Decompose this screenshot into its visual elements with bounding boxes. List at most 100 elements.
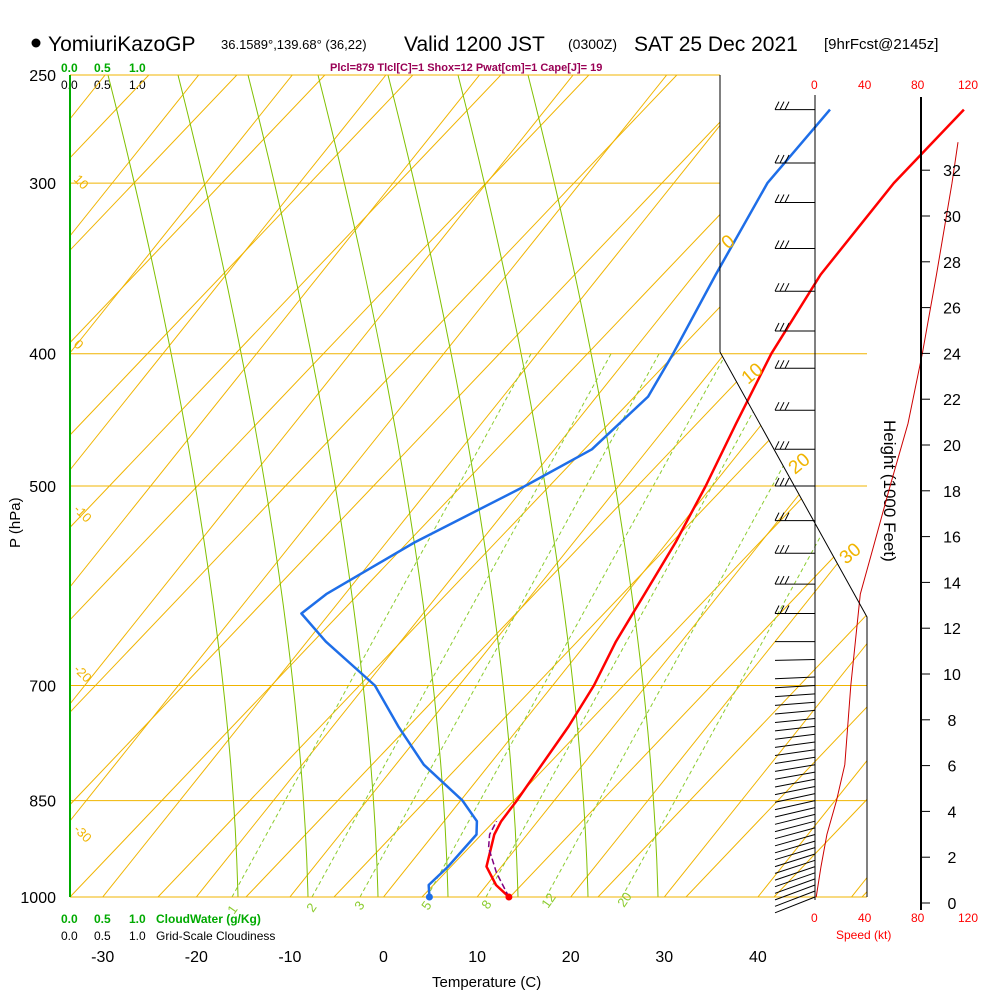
wind-barb-20: [775, 710, 815, 714]
wind-barb-flag: [775, 441, 779, 449]
wind-barb-flag: [785, 195, 789, 203]
height-tick-12: 12: [943, 621, 961, 638]
cloudiness-tick-bottom-2: 1.0: [129, 929, 146, 943]
height-tick-28: 28: [943, 255, 961, 272]
wind-barb-staff: [775, 702, 815, 705]
pressure-tick-1000: 1000: [20, 890, 56, 907]
wind-barb-flag: [780, 545, 784, 553]
wind-barb-29: [775, 779, 815, 787]
station-coords: 36.1589°,139.68° (36,22): [221, 37, 367, 52]
speed-tick-bottom-2: 80: [911, 911, 925, 925]
wind-barb-staff: [775, 885, 815, 900]
dry-adiabat--1: [0, 0, 1000, 897]
wind-barb-staff: [775, 742, 815, 747]
wind-barb-flag: [785, 241, 789, 249]
parcel-line: [489, 821, 509, 897]
wind-barb-44: [775, 879, 815, 893]
mixing-ratio-line-1: [312, 352, 612, 897]
wind-barb-staff: [775, 891, 815, 906]
height-tick-0: 0: [948, 896, 957, 913]
isotherm--110: [0, 75, 12, 897]
wind-barb-3: [775, 241, 815, 249]
wind-barb-flag: [785, 576, 789, 584]
wind-barb-flag: [775, 513, 779, 521]
wind-barb-4: [775, 283, 815, 291]
wind-barb-24: [775, 742, 815, 747]
dry-adiabat--5: [0, 0, 860, 897]
wind-barb-45: [775, 885, 815, 900]
wind-barb-21: [775, 719, 815, 723]
wind-barb-flag: [780, 102, 784, 110]
wind-barb-flag: [780, 360, 784, 368]
height-tick-14: 14: [943, 575, 961, 592]
wind-barb-staff: [775, 801, 815, 810]
mixing-ratio-label-2: 3: [351, 898, 367, 913]
wind-barb-11: [775, 545, 815, 553]
dry-adiabat--3: [0, 0, 1000, 897]
pressure-tick-700: 700: [29, 679, 56, 696]
dry-adiabat-4: [422, 0, 1000, 897]
wind-barb-flag: [780, 402, 784, 410]
surface-temperature-marker: [505, 894, 512, 901]
cloudwater-tick-top-0: 0.0: [61, 61, 78, 75]
cloudwater-tick-bottom-0: 0.0: [61, 912, 78, 926]
height-tick-20: 20: [943, 438, 961, 455]
wind-barb-18: [775, 694, 815, 697]
wind-barb-15: [775, 660, 815, 661]
height-tick-16: 16: [943, 530, 961, 547]
wind-barb-flag: [780, 323, 784, 331]
wind-barb-flag: [780, 241, 784, 249]
wind-barb-2: [775, 195, 815, 203]
temp-tick-30: 30: [655, 949, 673, 966]
wind-barb-46: [775, 891, 815, 906]
cloudiness-tick-bottom-0: 0.0: [61, 929, 78, 943]
legends: 0.0 0.5 1.0 0.0 0.5 1.0 0.0 0.5 1.0 Clou…: [61, 61, 978, 943]
wind-barb-flag: [780, 155, 784, 163]
dry-adiabat--14: [0, 0, 68, 897]
mixing-ratio-label-6: 20: [614, 889, 635, 909]
wind-barb-staff: [775, 710, 815, 714]
wind-barb-staff: [775, 660, 815, 661]
wind-barb-flag: [775, 360, 779, 368]
temp-tick-10: 10: [468, 949, 486, 966]
dry-adiabat-label-4: -30: [71, 822, 95, 846]
speed-tick-top-2: 80: [911, 78, 925, 92]
wind-barb-flag: [775, 323, 779, 331]
wind-barb-flag: [785, 478, 789, 486]
mixing-ratio-label-3: 5: [418, 898, 434, 913]
cloudwater-tick-bottom-1: 0.5: [94, 912, 111, 926]
header: YomiuriKazoGP 36.1589°,139.68° (36,22) V…: [32, 33, 939, 74]
wind-barb-staff: [775, 772, 815, 779]
wind-barb-30: [775, 787, 815, 795]
wind-barb-13: [775, 606, 815, 614]
wind-barb-39: [775, 848, 815, 860]
wind-barb-6: [775, 360, 815, 368]
wind-barb-flag: [785, 402, 789, 410]
wind-barb-staff: [775, 835, 815, 846]
wind-barb-flag: [780, 478, 784, 486]
wind-barb-flag: [780, 283, 784, 291]
wind-barb-7: [775, 402, 815, 410]
height-tick-18: 18: [943, 484, 961, 501]
wind-barb-flag: [775, 155, 779, 163]
pressure-tick-250: 250: [29, 68, 56, 85]
dry-adiabat-5: [510, 0, 1000, 897]
dry-adiabat--4: [0, 0, 948, 897]
mixing-ratio-line-0: [232, 352, 532, 897]
data-layer: [301, 110, 964, 901]
dry-adiabat--2: [0, 0, 1000, 897]
x-axis-title: Temperature (C): [432, 974, 541, 991]
cloudiness-tick-bottom-1: 0.5: [94, 929, 111, 943]
temp-tick--10: -10: [278, 949, 301, 966]
mixing-ratio-label-4: 8: [478, 897, 494, 912]
mixing-ratio-label-5: 12: [538, 890, 559, 910]
sounding-indices: Plcl=879 Tlcl[C]=1 Shox=12 Pwat[cm]=1 Ca…: [330, 62, 602, 74]
wind-barb-flag: [775, 402, 779, 410]
cloudiness-label: Grid-Scale Cloudiness: [156, 929, 275, 943]
wind-barb-flag: [785, 283, 789, 291]
wind-barb-flag: [775, 241, 779, 249]
dry-adiabat-3: [334, 0, 1000, 897]
isotherm-edge-label-2: 20: [785, 449, 815, 479]
wind-barb-flag: [785, 102, 789, 110]
